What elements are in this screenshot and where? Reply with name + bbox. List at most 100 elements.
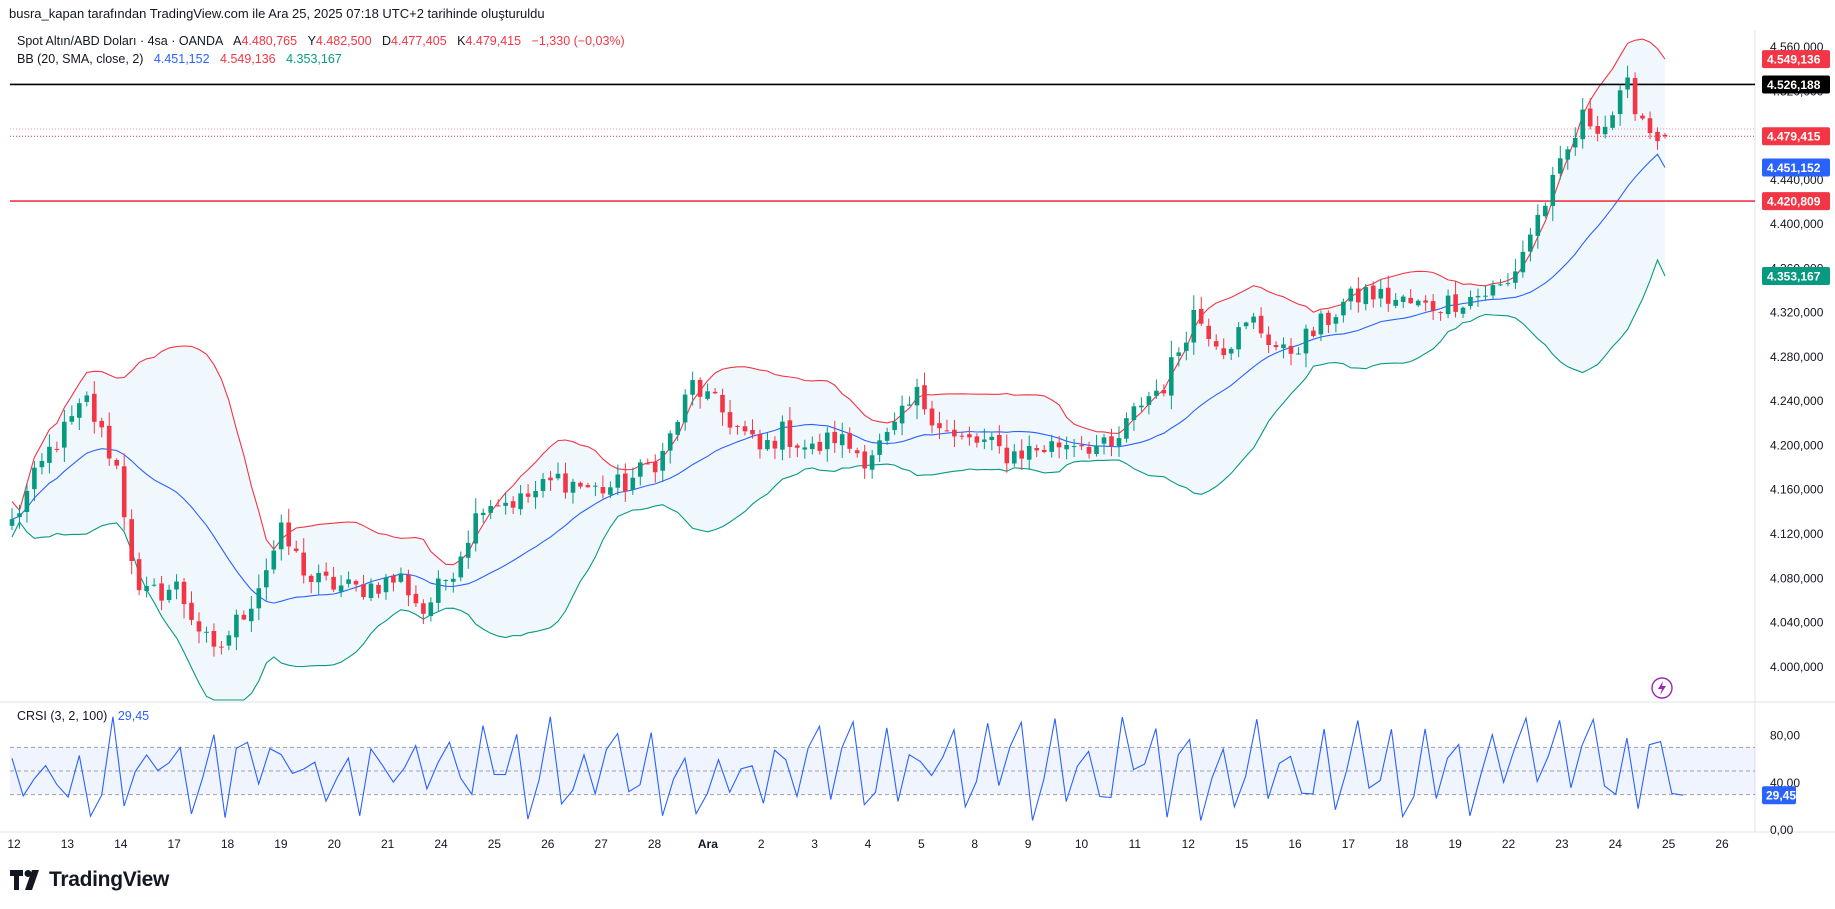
candle-body xyxy=(129,519,134,561)
candle-body xyxy=(361,584,366,597)
candle-body xyxy=(219,646,224,648)
candle-body xyxy=(1326,312,1331,325)
candle-body xyxy=(1109,436,1114,447)
candle-body xyxy=(234,614,239,638)
candle-body xyxy=(1565,149,1570,160)
price-tick-label: 4.240,000 xyxy=(1770,394,1824,408)
symbol-legend[interactable]: Spot Altın/ABD Doları · 4sa · OANDA A4.4… xyxy=(17,34,625,48)
candle-body xyxy=(1221,348,1226,356)
bb-fill xyxy=(12,39,1665,701)
candle-body xyxy=(839,434,845,446)
candle-body xyxy=(877,440,882,455)
candle-body xyxy=(376,584,381,594)
candle-body xyxy=(1393,299,1398,306)
candle-body xyxy=(750,430,755,435)
price-tick-label: 4.400,000 xyxy=(1770,217,1824,231)
symbol-name[interactable]: Spot Altın/ABD Doları · 4sa · OANDA xyxy=(17,34,223,48)
candle-body xyxy=(1333,317,1339,324)
candle-body xyxy=(1363,287,1369,305)
candle-body xyxy=(810,443,815,450)
candles-group xyxy=(9,65,1668,657)
candle-body xyxy=(832,431,837,444)
candle-body xyxy=(623,473,628,492)
candle-body xyxy=(488,506,493,513)
time-tick-label: 11 xyxy=(1129,837,1142,851)
candle-body xyxy=(1064,444,1069,450)
candle-body xyxy=(1385,287,1391,304)
candle-body xyxy=(772,440,778,449)
price-badge-3 xyxy=(1762,127,1830,146)
candle-body xyxy=(1198,308,1204,324)
candle-body xyxy=(1139,405,1144,408)
candle-body xyxy=(331,576,336,590)
candle-body xyxy=(1079,445,1084,447)
candle-body xyxy=(428,602,434,616)
price-tick-label: 4.160,000 xyxy=(1770,483,1824,497)
candle-body xyxy=(1213,341,1219,347)
time-tick-label: 26 xyxy=(1715,837,1729,851)
candle-body xyxy=(293,548,299,552)
bb-legend[interactable]: BB (20, SMA, close, 2) 4.451,152 4.549,1… xyxy=(17,52,342,66)
candle-body xyxy=(690,380,695,395)
candle-body xyxy=(9,519,15,526)
candle-body xyxy=(585,485,591,488)
bb-label[interactable]: BB (20, SMA, close, 2) xyxy=(17,52,144,66)
candle-body xyxy=(1348,288,1354,302)
candle-body xyxy=(578,482,583,487)
candle-body xyxy=(1550,174,1556,206)
candle-body xyxy=(735,425,740,427)
candle-body xyxy=(159,583,164,601)
price-tick-label: 4.320,000 xyxy=(1770,306,1824,320)
time-tick-label: 22 xyxy=(1502,837,1516,851)
price-badge-label-4: 4.451,152 xyxy=(1767,161,1821,175)
candle-body xyxy=(413,593,419,604)
candle-body xyxy=(136,559,142,591)
candle-body xyxy=(1086,447,1092,454)
candle-body xyxy=(436,578,441,603)
candle-body xyxy=(1617,90,1623,114)
candle-body xyxy=(1356,288,1361,303)
candle-body xyxy=(1558,158,1563,174)
candle-body xyxy=(1475,295,1481,298)
candle-body xyxy=(1378,288,1384,299)
candle-body xyxy=(1587,108,1593,127)
candle-body xyxy=(608,487,613,495)
candle-body xyxy=(907,404,912,406)
candle-body xyxy=(1273,345,1279,348)
time-tick-label: 19 xyxy=(274,837,288,851)
price-badge-5 xyxy=(1762,192,1830,211)
candle-body xyxy=(278,522,284,550)
open-label: A xyxy=(233,34,242,48)
candle-body xyxy=(151,584,157,586)
candle-body xyxy=(525,493,531,497)
candle-body xyxy=(1311,330,1316,337)
price-tick-label: 4.000,000 xyxy=(1770,660,1824,674)
candle-body xyxy=(660,450,665,471)
candle-body xyxy=(465,542,471,558)
candle-body xyxy=(181,581,187,605)
open-value: 4.480,765 xyxy=(241,34,298,48)
candle-body xyxy=(817,441,823,451)
candle-body xyxy=(196,621,202,632)
crsi-legend[interactable]: CRSI (3, 2, 100) 29,45 xyxy=(17,709,149,723)
candle-body xyxy=(593,485,598,487)
crsi-label[interactable]: CRSI (3, 2, 100) xyxy=(17,709,108,723)
candle-body xyxy=(383,577,389,593)
candle-body xyxy=(952,429,957,437)
candle-body xyxy=(705,391,710,399)
candle-body xyxy=(1610,115,1615,128)
candle-body xyxy=(301,552,306,576)
time-tick-label: 4 xyxy=(865,837,872,851)
candle-body xyxy=(1101,437,1107,444)
candle-body xyxy=(1572,138,1578,148)
crsi-line xyxy=(11,716,1684,821)
candle-body xyxy=(271,550,277,570)
tradingview-logo[interactable]: TradingView xyxy=(10,868,169,892)
candle-body xyxy=(570,481,576,493)
candle-body xyxy=(937,423,942,429)
candle-body xyxy=(308,575,314,582)
price-badge-1 xyxy=(1762,50,1830,69)
candle-body xyxy=(1154,390,1159,396)
candle-body xyxy=(406,575,411,596)
